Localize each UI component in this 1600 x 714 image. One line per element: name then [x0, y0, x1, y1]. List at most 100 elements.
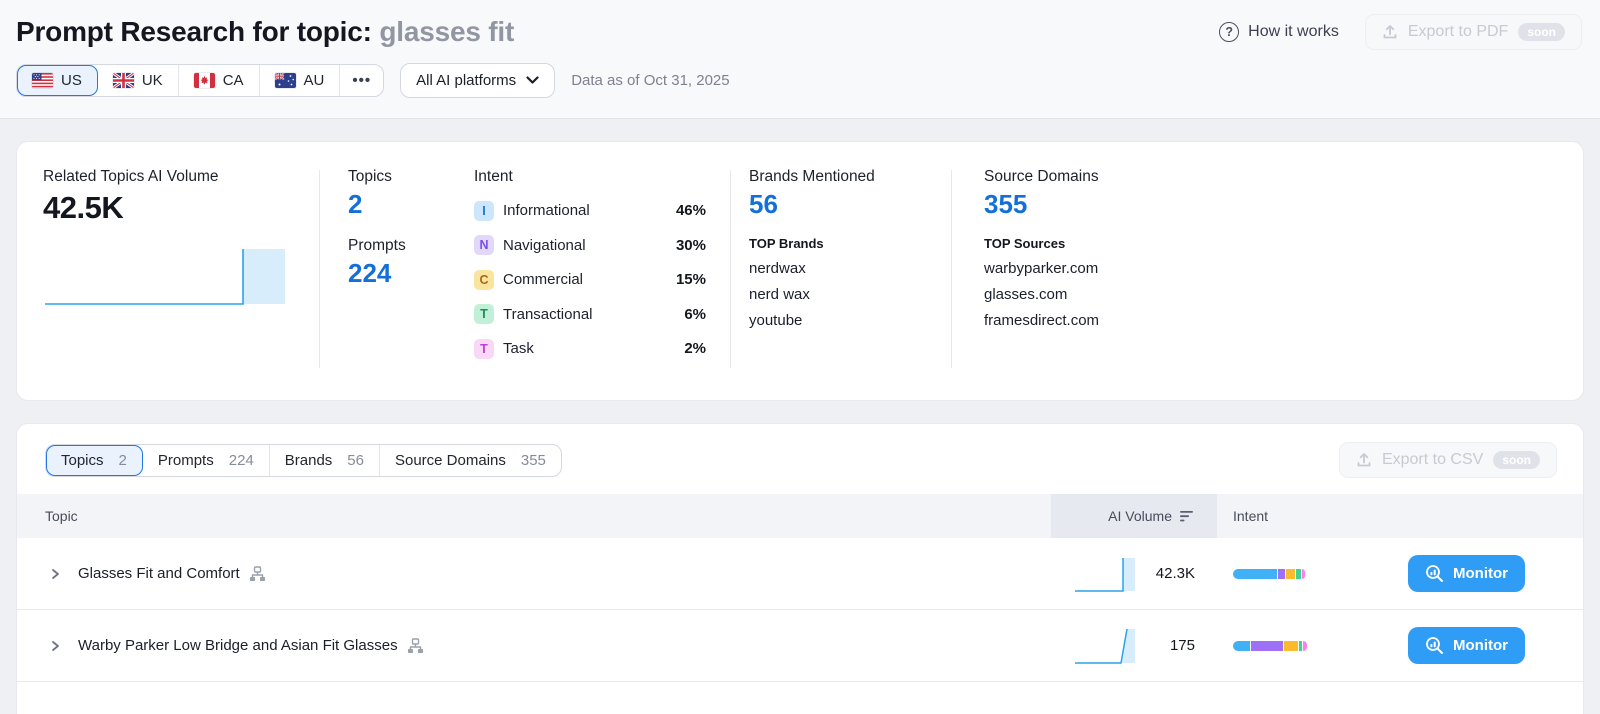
intent-bar-segment: [1250, 640, 1283, 651]
results-table-card: Topics 2 Prompts 224 Brands 56 Source Domai…: [16, 423, 1584, 714]
intent-bar-segment: [1295, 568, 1302, 579]
export-csv-label: Export to CSV: [1381, 451, 1484, 468]
au-flag-icon: [274, 73, 296, 88]
top-bar: Prompt Research for topic: glasses fit ?…: [0, 0, 1600, 119]
country-tab-ca[interactable]: CA: [179, 65, 260, 96]
intent-section-label: Intent: [474, 168, 513, 185]
monitor-magnifier-icon: [1426, 637, 1444, 654]
monitor-button[interactable]: Monitor: [1408, 627, 1525, 664]
monitor-magnifier-icon: [1426, 565, 1444, 582]
topic-tree-icon[interactable]: [407, 637, 424, 654]
source-domains-value: 355: [984, 189, 1028, 219]
intent-bar-segment: [1283, 640, 1298, 651]
transactional-intent-icon: T: [474, 304, 494, 324]
intent-bar-segment: [1277, 568, 1286, 579]
column-header-topic[interactable]: Topic: [45, 508, 78, 524]
page-title: Prompt Research for topic: glasses fit: [16, 16, 514, 48]
related-topics-volume-value: 42.5K: [43, 190, 124, 225]
soon-badge: soon: [1493, 451, 1540, 469]
top-brand-item: youtube: [749, 312, 803, 329]
table-row: Glasses Fit and Comfort 42.3K: [17, 538, 1583, 610]
intent-bar-segment: [1298, 640, 1303, 651]
top-brands-label: TOP Brands: [749, 236, 824, 251]
divider: [730, 170, 731, 368]
topic-name[interactable]: Warby Parker Low Bridge and Asian Fit Gl…: [78, 637, 398, 654]
country-label-us: US: [61, 72, 82, 89]
volume-sparkline-chart: [45, 249, 285, 305]
how-it-works-link[interactable]: ? How it works: [1219, 22, 1339, 42]
export-pdf-label: Export to PDF: [1407, 23, 1509, 40]
brands-mentioned-value: 56: [749, 189, 778, 219]
topic-tree-icon[interactable]: [249, 565, 266, 582]
soon-badge: soon: [1518, 23, 1565, 41]
top-sources-list: warbyparker.com glasses.com framesdirect…: [984, 260, 1557, 329]
export-pdf-button[interactable]: Export to PDF soon: [1364, 14, 1582, 50]
top-brand-item: nerd wax: [749, 286, 810, 303]
page-title-prefix: Prompt Research for topic:: [16, 16, 372, 47]
topics-count-label: Topics: [348, 168, 392, 185]
ai-volume-value: 175: [1169, 637, 1195, 654]
top-brands-list: nerdwax nerd wax youtube: [749, 260, 951, 329]
source-domains-label: Source Domains: [984, 168, 1099, 185]
intent-bar-segment: [1303, 640, 1307, 651]
country-label-au: AU: [303, 72, 325, 89]
tab-prompts[interactable]: Prompts 224: [143, 444, 270, 476]
top-sources-label: TOP Sources: [984, 236, 1066, 251]
ai-platforms-selected: All AI platforms: [416, 72, 517, 89]
country-selector: US UK CA: [16, 64, 385, 97]
related-topics-volume-label: Related Topics AI Volume: [43, 168, 219, 185]
brands-mentioned-label: Brands Mentioned: [749, 168, 875, 185]
table-row: Warby Parker Low Bridge and Asian Fit Gl…: [17, 610, 1583, 682]
column-header-action: [1393, 494, 1583, 538]
tab-brands-count: 56: [347, 451, 364, 469]
top-source-item: framesdirect.com: [984, 312, 1100, 329]
table-tabs: Topics 2 Prompts 224 Brands 56 Source Domai…: [45, 443, 562, 477]
chevron-down-icon: [526, 76, 539, 84]
topics-count-value: 2: [348, 189, 363, 219]
how-it-works-label: How it works: [1248, 23, 1339, 40]
row-sparkline-chart: [1075, 557, 1135, 592]
us-flag-icon: [32, 73, 53, 88]
data-as-of-label: Data as of Oct 31, 2025: [571, 72, 730, 89]
expand-row-button[interactable]: [45, 636, 65, 656]
row-sparkline-chart: [1075, 628, 1135, 664]
tab-brands[interactable]: Brands 56: [270, 444, 380, 476]
upload-icon: [1357, 453, 1371, 467]
prompts-count-label: Prompts: [348, 237, 406, 254]
chevron-right-icon: [52, 640, 59, 651]
chevron-right-icon: [52, 568, 59, 579]
country-label-uk: UK: [141, 72, 163, 89]
ai-platforms-dropdown[interactable]: All AI platforms: [400, 63, 556, 98]
intent-item-transactional: T Transactional 6%: [474, 304, 706, 324]
column-header-intent[interactable]: Intent: [1233, 508, 1269, 524]
intent-distribution-bar: [1233, 568, 1317, 579]
column-header-ai-volume[interactable]: AI Volume: [1051, 494, 1217, 538]
page-title-topic: glasses fit: [379, 16, 515, 47]
table-header: Topic AI Volume Intent: [17, 494, 1583, 538]
task-intent-icon: T: [474, 338, 494, 359]
intent-item-task: T Task 2%: [474, 338, 706, 359]
informational-intent-icon: I: [474, 200, 494, 221]
country-tab-au[interactable]: AU: [260, 65, 341, 96]
sort-descending-icon: [1180, 510, 1193, 521]
intent-bar-segment: [1302, 568, 1305, 579]
expand-row-button[interactable]: [45, 564, 65, 584]
tab-topics[interactable]: Topics 2: [46, 444, 143, 476]
topic-name[interactable]: Glasses Fit and Comfort: [78, 565, 240, 582]
intent-bar-segment: [1233, 568, 1277, 579]
intent-bar-segment: [1233, 640, 1250, 651]
monitor-button[interactable]: Monitor: [1408, 555, 1525, 592]
intent-item-navigational: N Navigational 30%: [474, 235, 706, 255]
top-brand-item: nerdwax: [749, 260, 806, 277]
ca-flag-icon: [193, 73, 215, 88]
intent-bar-segment: [1286, 568, 1295, 579]
prompts-count-value: 224: [348, 258, 392, 288]
export-csv-button[interactable]: Export to CSV soon: [1338, 442, 1557, 478]
summary-card: Related Topics AI Volume 42.5K Topics 2 …: [16, 141, 1584, 401]
tab-source-domains[interactable]: Source Domains 355: [394, 451, 546, 469]
country-tab-us[interactable]: US: [17, 65, 98, 96]
more-countries-button[interactable]: •••: [352, 72, 372, 89]
divider: [951, 170, 952, 368]
country-tab-uk[interactable]: UK: [98, 65, 179, 96]
ai-volume-value: 42.3K: [1155, 565, 1195, 582]
